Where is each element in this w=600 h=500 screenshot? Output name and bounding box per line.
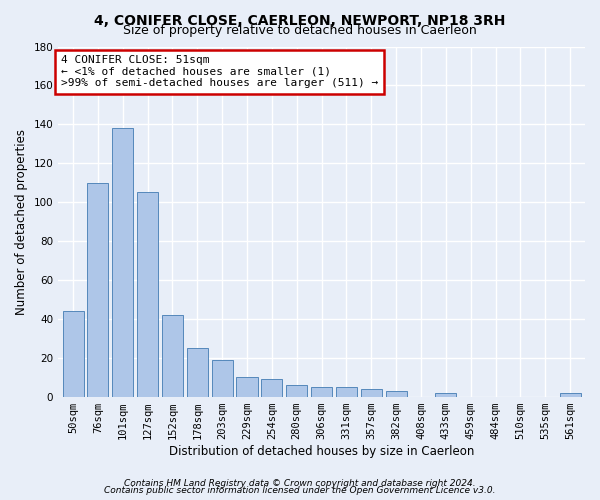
Bar [361, 389, 382, 396]
Bar [187, 348, 208, 397]
Bar [311, 387, 332, 396]
Bar [560, 392, 581, 396]
Text: Contains HM Land Registry data © Crown copyright and database right 2024.: Contains HM Land Registry data © Crown c… [124, 478, 476, 488]
Bar [336, 387, 357, 396]
Y-axis label: Number of detached properties: Number of detached properties [15, 128, 28, 314]
Text: 4, CONIFER CLOSE, CAERLEON, NEWPORT, NP18 3RH: 4, CONIFER CLOSE, CAERLEON, NEWPORT, NP1… [94, 14, 506, 28]
Text: Contains public sector information licensed under the Open Government Licence v3: Contains public sector information licen… [104, 486, 496, 495]
X-axis label: Distribution of detached houses by size in Caerleon: Distribution of detached houses by size … [169, 444, 474, 458]
Bar [212, 360, 233, 397]
Bar [386, 390, 407, 396]
Bar [88, 182, 109, 396]
Text: Size of property relative to detached houses in Caerleon: Size of property relative to detached ho… [123, 24, 477, 37]
Bar [435, 392, 457, 396]
Bar [137, 192, 158, 396]
Bar [262, 379, 283, 396]
Bar [62, 311, 83, 396]
Bar [162, 315, 183, 396]
Text: 4 CONIFER CLOSE: 51sqm
← <1% of detached houses are smaller (1)
>99% of semi-det: 4 CONIFER CLOSE: 51sqm ← <1% of detached… [61, 56, 378, 88]
Bar [286, 385, 307, 396]
Bar [236, 377, 257, 396]
Bar [112, 128, 133, 396]
